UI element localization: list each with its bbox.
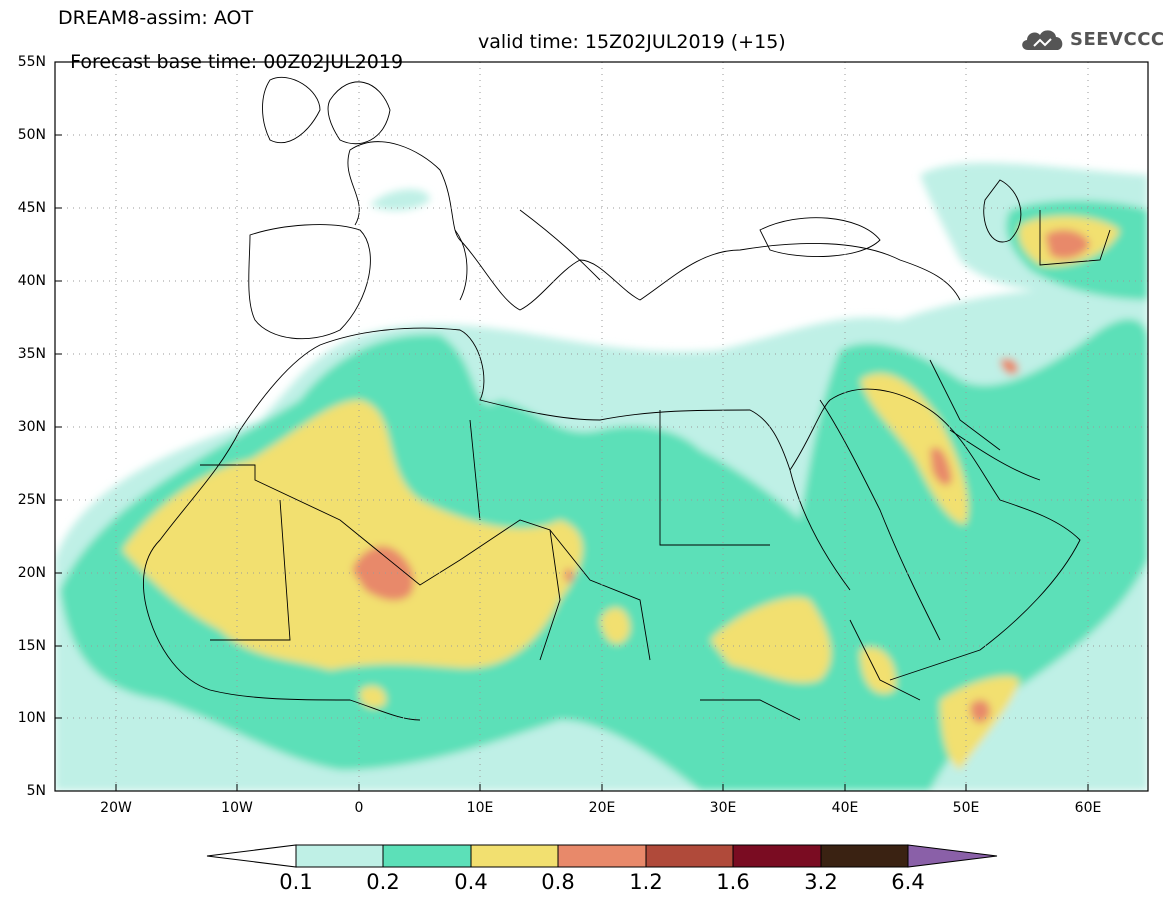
colorbar-label: 0.4: [454, 870, 488, 894]
lon-label: 10W: [221, 800, 253, 816]
seevccc-logo: SEEVCCC: [1018, 24, 1164, 56]
colorbar-swatch-5: [645, 844, 734, 868]
logo-text: SEEVCCC: [1070, 29, 1165, 50]
lat-label: 55N: [17, 54, 46, 70]
colorbar-label: 0.8: [541, 870, 575, 894]
lat-label: 35N: [17, 346, 46, 362]
lon-label: 40E: [831, 800, 859, 816]
forecast-time-line: Forecast base time: 00Z02JUL2019 valid t…: [58, 32, 786, 92]
lat-label: 50N: [17, 127, 46, 143]
lat-label: 20N: [17, 565, 46, 581]
lat-label: 10N: [17, 710, 46, 726]
cloud-icon: [1022, 30, 1063, 50]
lat-label: 25N: [17, 492, 46, 508]
country-borders: [142, 76, 1111, 721]
colorbar-swatch-1: [295, 844, 384, 868]
aot-field: [55, 162, 1148, 791]
colorbar-label: 0.2: [366, 870, 400, 894]
colorbar: [206, 844, 998, 868]
lon-label: 10E: [466, 800, 494, 816]
lon-label: 20E: [588, 800, 616, 816]
lon-label: 60E: [1074, 800, 1102, 816]
lon-label: 50E: [952, 800, 980, 816]
colorbar-label: 3.2: [804, 870, 838, 894]
colorbar-high-arrow: [907, 844, 998, 868]
grid-lines: [55, 62, 1148, 791]
axis-ticks: [55, 61, 1089, 791]
lat-label: 30N: [17, 419, 46, 435]
colorbar-label: 1.2: [629, 870, 663, 894]
colorbar-swatch-3: [470, 844, 559, 868]
lat-label: 40N: [17, 273, 46, 289]
forecast-base-time: Forecast base time: 00Z02JUL2019: [70, 51, 404, 73]
map-title: DREAM8-assim: AOT: [58, 7, 254, 29]
colorbar-label: 0.1: [279, 870, 313, 894]
lat-label: 5N: [26, 783, 46, 799]
colorbar-swatch-6: [732, 844, 822, 868]
lat-label: 45N: [17, 200, 46, 216]
lon-label: 0: [354, 800, 364, 816]
valid-time: valid time: 15Z02JUL2019 (+15): [478, 31, 786, 53]
colorbar-low-arrow: [206, 844, 297, 868]
colorbar-swatch-4: [557, 844, 647, 868]
colorbar-label: 6.4: [891, 870, 925, 894]
colorbar-swatch-7: [820, 844, 909, 868]
lat-label: 15N: [17, 638, 46, 654]
colorbar-label: 1.6: [716, 870, 750, 894]
lon-label: 20W: [100, 800, 132, 816]
lon-label: 30E: [709, 800, 737, 816]
colorbar-swatch-2: [382, 844, 472, 868]
